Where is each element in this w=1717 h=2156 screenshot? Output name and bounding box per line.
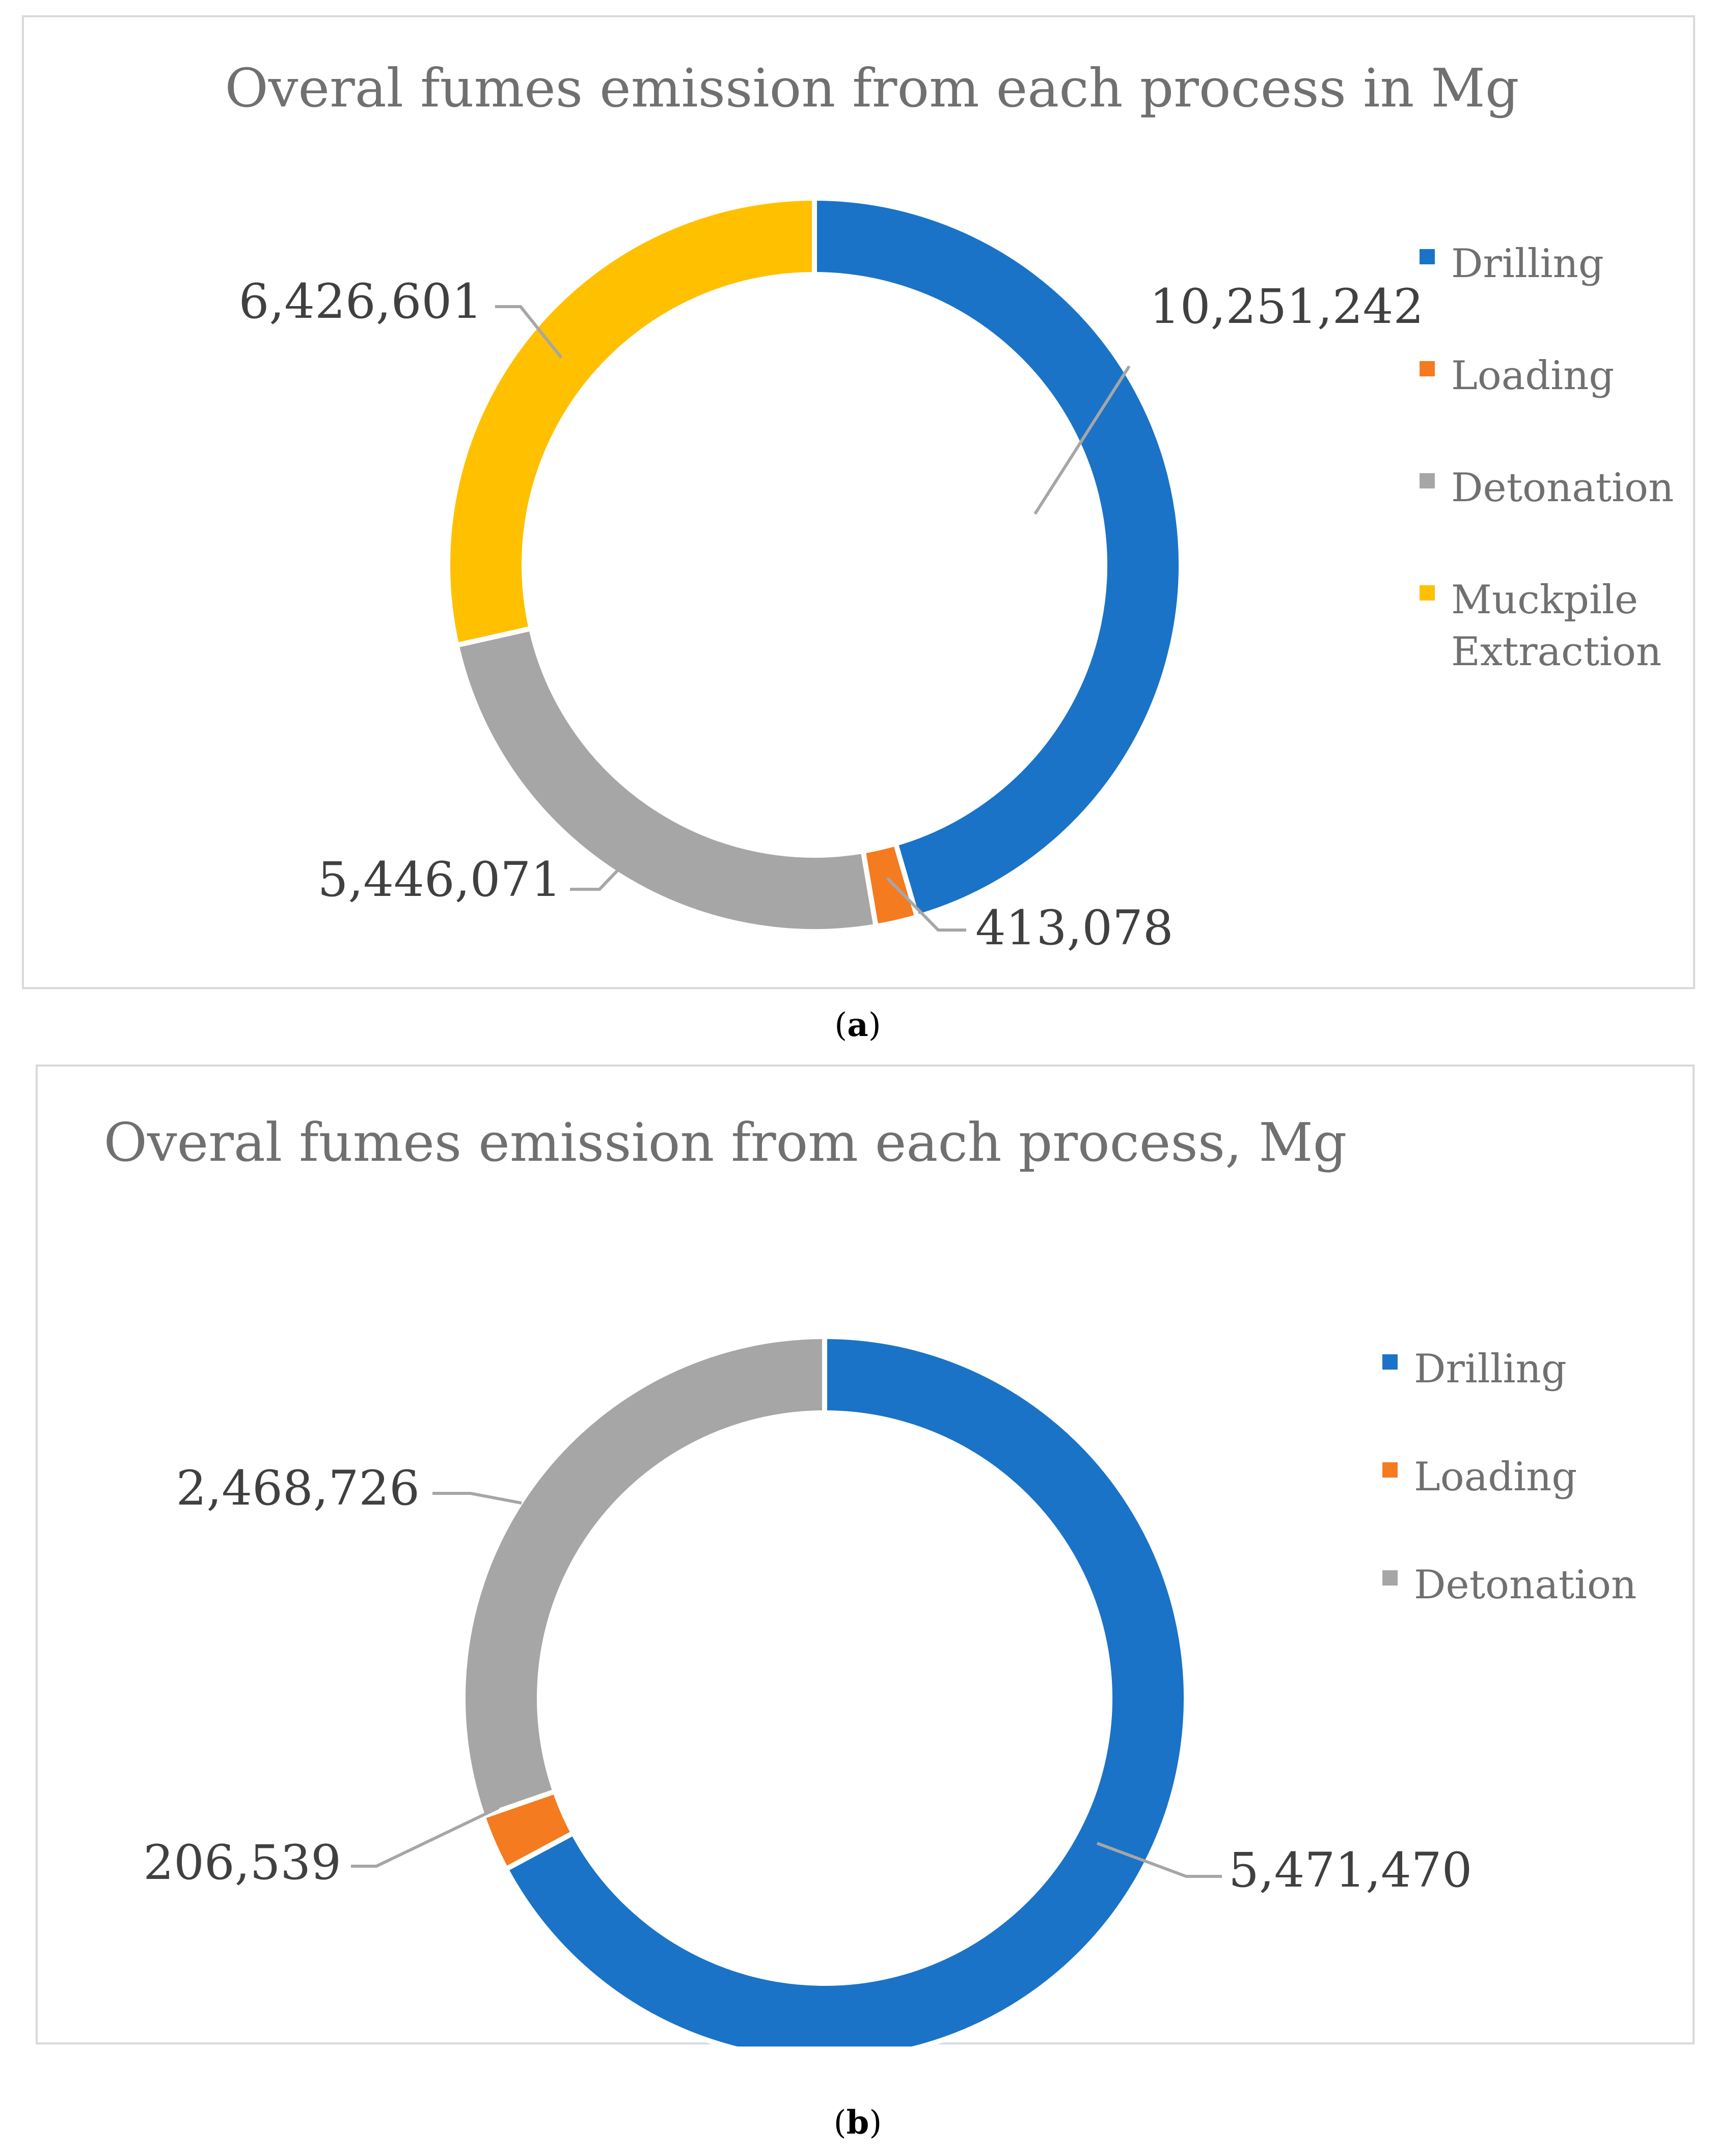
caption-a: (a): [834, 1006, 881, 1044]
chart-a-title: Overal fumes emission from each process …: [225, 57, 1519, 119]
chart-b-legend-item: Loading: [1382, 1454, 1577, 1500]
chart-a-legend-label: Loading: [1451, 353, 1614, 399]
chart-b-legend-swatch: [1382, 1354, 1398, 1370]
chart-a-data-label: 6,426,601: [239, 274, 482, 330]
chart-a-legend-swatch: [1420, 249, 1435, 264]
chart-b-svg: Overal fumes emission from each process,…: [104, 1111, 1637, 2046]
chart-b-legend-item: Detonation: [1382, 1562, 1637, 1608]
chart-b-legend-label: Loading: [1414, 1454, 1577, 1500]
chart-a-svg: Overal fumes emission from each process …: [225, 57, 1674, 956]
chart-b-legend-swatch: [1382, 1462, 1398, 1478]
chart-a-data-label: 10,251,242: [1150, 279, 1424, 335]
chart-a-data-label: 413,078: [975, 900, 1174, 956]
chart-b-title: Overal fumes emission from each process,…: [104, 1111, 1347, 1173]
chart-b-legend-label: Detonation: [1414, 1562, 1637, 1608]
caption-a-letter: a: [847, 1006, 868, 1044]
chart-a-legend-item: Loading: [1420, 353, 1614, 399]
chart-a-legend-swatch: [1420, 585, 1435, 601]
chart-a-legend-swatch: [1420, 473, 1435, 488]
chart-a-legend-label: Detonation: [1451, 465, 1674, 511]
chart-a-legend-label: Extraction: [1451, 629, 1661, 675]
chart-a-slice-muckpile-extraction: [445, 195, 817, 648]
chart-a-slice-drilling: [812, 195, 1184, 920]
chart-a-legend-label: Muckpile: [1451, 577, 1638, 623]
chart-a-slice-detonation: [453, 625, 879, 934]
chart-a-legend-swatch: [1420, 361, 1435, 376]
chart-a-leader-line: [886, 877, 966, 932]
chart-b-legend-swatch: [1382, 1570, 1398, 1586]
caption-b: (b): [833, 2104, 882, 2142]
chart-b-leader-line: [1096, 1842, 1222, 1878]
chart-b-leader-line: [432, 1492, 522, 1505]
chart-a: Overal fumes emission from each process …: [22, 15, 1695, 989]
chart-b-data-label: 5,471,470: [1229, 1843, 1472, 1898]
chart-a-legend-item: Muckpile Extraction: [1420, 577, 1661, 675]
caption-b-letter: b: [846, 2104, 869, 2142]
chart-a-legend-item: Detonation: [1420, 465, 1674, 511]
chart-b-slice-drilling: [502, 1333, 1189, 2046]
chart-b-legend-label: Drilling: [1414, 1346, 1567, 1392]
chart-b-slice-detonation: [460, 1333, 827, 1820]
chart-b-leader-line: [351, 1806, 500, 1868]
chart-a-leader-line: [570, 864, 624, 891]
chart-b: Overal fumes emission from each process,…: [36, 1065, 1695, 2046]
chart-b-data-label: 2,468,726: [176, 1461, 420, 1516]
chart-a-legend-label: Drilling: [1451, 241, 1604, 287]
chart-a-leader-line: [1033, 365, 1131, 515]
chart-a-leader-line: [495, 305, 563, 359]
chart-a-data-label: 5,446,071: [318, 852, 561, 908]
chart-a-legend-item: Drilling: [1420, 241, 1604, 287]
chart-b-legend-item: Drilling: [1382, 1346, 1567, 1392]
chart-b-data-label: 206,539: [143, 1835, 341, 1891]
